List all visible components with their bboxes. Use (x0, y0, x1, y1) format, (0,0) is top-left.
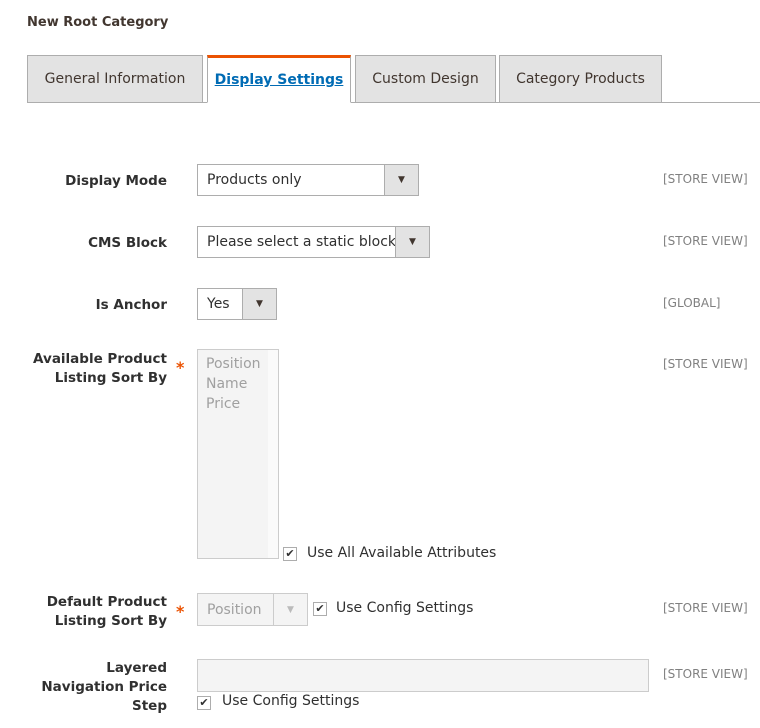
tab-display-settings[interactable]: Display Settings (207, 55, 351, 103)
cms-block-label: CMS Block (88, 235, 167, 251)
is-anchor-scope: [GLOBAL] (663, 296, 721, 310)
default-sort-select[interactable]: Position ▼ (197, 593, 308, 626)
default-sort-use-config-checkbox[interactable]: ✔ (313, 602, 327, 616)
option-price[interactable]: Price (206, 396, 241, 412)
use-all-attributes-label[interactable]: Use All Available Attributes (307, 545, 497, 561)
is-anchor-select[interactable]: Yes ▼ (197, 288, 277, 320)
tab-category-products[interactable]: Category Products (499, 55, 662, 103)
chevron-down-icon: ▼ (273, 594, 307, 625)
tab-general-information[interactable]: General Information (27, 55, 203, 103)
page-title: New Root Category (27, 15, 169, 30)
available-sort-scope: [STORE VIEW] (663, 357, 748, 371)
display-mode-select[interactable]: Products only ▼ (197, 164, 419, 196)
chevron-down-icon: ▼ (395, 227, 429, 257)
default-sort-label: Default Product Listing Sort By (46, 594, 167, 629)
display-mode-label: Display Mode (65, 173, 167, 189)
required-marker: * (176, 358, 185, 377)
use-all-attributes-checkbox[interactable]: ✔ (283, 547, 297, 561)
chevron-down-icon: ▼ (384, 165, 418, 195)
display-mode-value: Products only (207, 172, 302, 188)
display-mode-scope: [STORE VIEW] (663, 172, 748, 186)
cms-block-scope: [STORE VIEW] (663, 234, 748, 248)
required-marker: * (176, 602, 185, 621)
is-anchor-label: Is Anchor (95, 297, 167, 313)
option-position[interactable]: Position (206, 356, 261, 372)
price-step-scope: [STORE VIEW] (663, 667, 748, 681)
default-sort-use-config-label[interactable]: Use Config Settings (336, 600, 474, 616)
tab-custom-design[interactable]: Custom Design (355, 55, 496, 103)
available-sort-label: Available Product Listing Sort By (33, 351, 167, 386)
available-sort-multiselect[interactable]: Position Name Price (197, 349, 279, 559)
cms-block-select[interactable]: Please select a static block. ▼ (197, 226, 430, 258)
price-step-input[interactable] (197, 659, 649, 692)
default-sort-value: Position (207, 601, 262, 618)
is-anchor-value: Yes (207, 296, 230, 312)
chevron-down-icon: ▼ (242, 289, 276, 319)
price-step-use-config-checkbox[interactable]: ✔ (197, 696, 211, 710)
default-sort-scope: [STORE VIEW] (663, 601, 748, 615)
price-step-use-config-label[interactable]: Use Config Settings (222, 693, 360, 709)
option-name[interactable]: Name (206, 376, 248, 392)
cms-block-value: Please select a static block. (207, 234, 401, 250)
price-step-label: Layered Navigation Price Step (41, 660, 167, 714)
